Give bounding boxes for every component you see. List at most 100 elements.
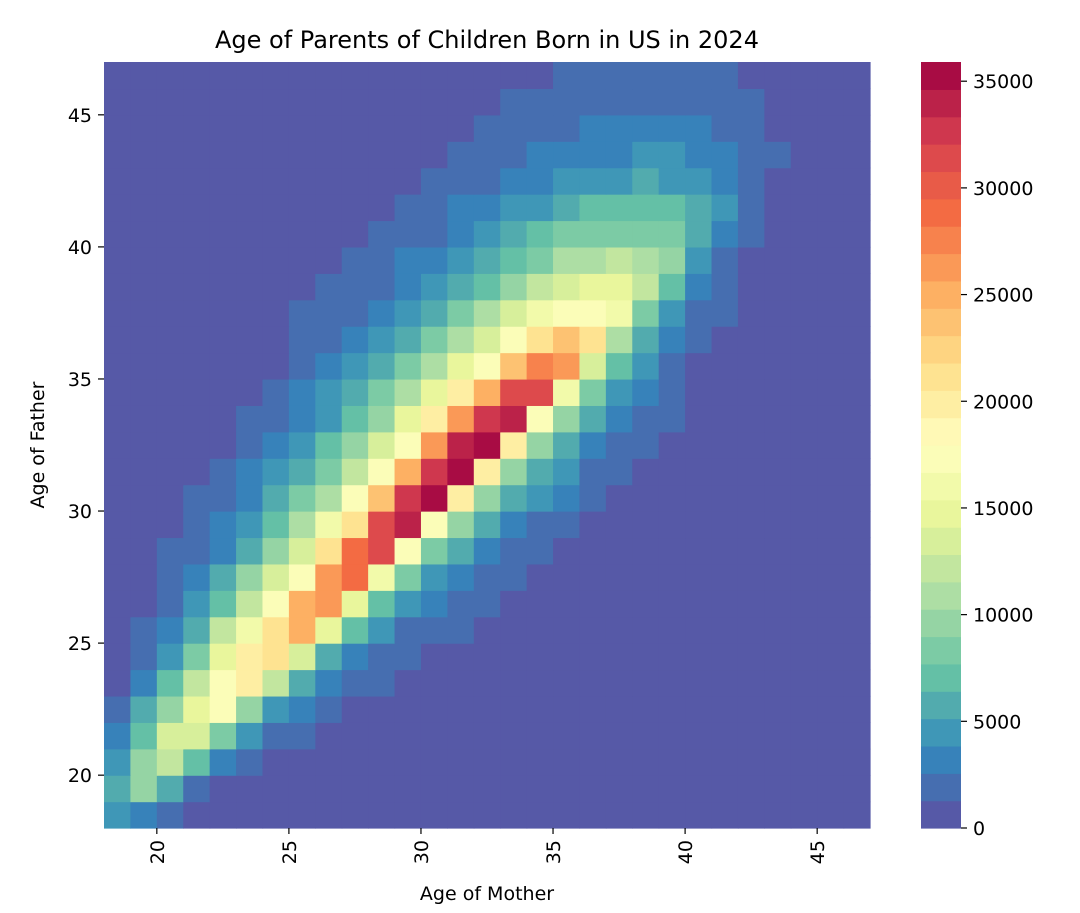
heatmap-cell: [447, 194, 475, 222]
heatmap-cell: [394, 511, 422, 539]
heatmap-cell: [737, 167, 765, 195]
heatmap-cell: [209, 484, 237, 512]
heatmap-cell: [553, 88, 581, 116]
heatmap-cell: [104, 563, 132, 591]
heatmap-cell: [685, 748, 713, 776]
heatmap-cell: [130, 616, 158, 644]
heatmap-cell: [817, 167, 845, 195]
heatmap-cell: [711, 616, 739, 644]
heatmap-cell: [130, 537, 158, 565]
colorbar-tick-label: 5000: [973, 711, 1021, 733]
heatmap-cell: [262, 722, 290, 750]
heatmap-cell: [104, 484, 132, 512]
colorbar-band: [921, 390, 961, 419]
heatmap-cell: [579, 590, 607, 618]
heatmap-cell: [737, 722, 765, 750]
heatmap-cell: [156, 378, 184, 406]
heatmap-cell: [420, 167, 448, 195]
heatmap-cell: [183, 484, 211, 512]
heatmap-cell: [420, 643, 448, 671]
heatmap-cell: [790, 114, 818, 142]
heatmap-cell: [632, 643, 660, 671]
heatmap-cell: [817, 405, 845, 433]
heatmap-cell: [553, 62, 581, 90]
heatmap-cell: [632, 62, 660, 90]
heatmap-cell: [579, 458, 607, 486]
heatmap-cell: [843, 722, 871, 750]
heatmap-cell: [605, 458, 633, 486]
heatmap-cell: [500, 326, 528, 354]
heatmap-cell: [183, 511, 211, 539]
heatmap-cell: [685, 695, 713, 723]
heatmap-cell: [209, 537, 237, 565]
heatmap-cell: [658, 537, 686, 565]
heatmap-cell: [183, 405, 211, 433]
colorbar-tick-label: 0: [973, 818, 985, 840]
heatmap-cell: [632, 722, 660, 750]
heatmap-cell: [685, 431, 713, 459]
heatmap-cell: [817, 326, 845, 354]
heatmap-cell: [420, 801, 448, 829]
heatmap-cell: [473, 643, 501, 671]
heatmap-cell: [209, 775, 237, 803]
heatmap-cell: [605, 590, 633, 618]
heatmap-cell: [341, 801, 369, 829]
heatmap-cell: [737, 299, 765, 327]
heatmap-cell: [843, 590, 871, 618]
heatmap-cell: [394, 352, 422, 380]
heatmap-cell: [315, 801, 343, 829]
heatmap-cell: [368, 431, 396, 459]
heatmap-cell: [526, 537, 554, 565]
heatmap-cell: [420, 246, 448, 274]
y-tick-label: 30: [68, 501, 92, 523]
heatmap-cell: [236, 220, 264, 248]
heatmap-cell: [711, 775, 739, 803]
heatmap-cell: [658, 62, 686, 90]
heatmap-cell: [553, 484, 581, 512]
colorbar-band: [921, 226, 961, 255]
heatmap-cell: [764, 669, 792, 697]
heatmap-cell: [685, 669, 713, 697]
heatmap-cell: [156, 669, 184, 697]
heatmap-cell: [579, 167, 607, 195]
heatmap-cell: [368, 484, 396, 512]
heatmap-cell: [262, 62, 290, 90]
heatmap-cell: [341, 537, 369, 565]
heatmap-cell: [183, 167, 211, 195]
heatmap-cell: [843, 511, 871, 539]
heatmap-cell: [447, 722, 475, 750]
heatmap-cell: [579, 616, 607, 644]
heatmap-cell: [209, 220, 237, 248]
heatmap-cell: [368, 590, 396, 618]
heatmap-cell: [156, 167, 184, 195]
heatmap-cell: [236, 643, 264, 671]
heatmap-cell: [130, 273, 158, 301]
heatmap-cell: [288, 246, 316, 274]
heatmap-cell: [632, 246, 660, 274]
heatmap-cell: [104, 511, 132, 539]
heatmap-cell: [632, 141, 660, 169]
heatmap-cell: [632, 511, 660, 539]
heatmap-cell: [394, 458, 422, 486]
heatmap-cell: [473, 590, 501, 618]
heatmap-cell: [394, 616, 422, 644]
heatmap-cell: [579, 537, 607, 565]
heatmap-cell: [104, 722, 132, 750]
heatmap-cell: [420, 775, 448, 803]
heatmap-cell: [605, 62, 633, 90]
heatmap-cell: [843, 669, 871, 697]
heatmap-cell: [447, 299, 475, 327]
heatmap-cell: [632, 299, 660, 327]
heatmap-cell: [817, 484, 845, 512]
heatmap-cell: [843, 88, 871, 116]
heatmap-cell: [632, 220, 660, 248]
heatmap-cell: [209, 722, 237, 750]
heatmap-cell: [790, 537, 818, 565]
heatmap-cell: [817, 748, 845, 776]
heatmap-cell: [262, 643, 290, 671]
heatmap-cell: [156, 405, 184, 433]
heatmap-cell: [711, 695, 739, 723]
heatmap-cell: [632, 484, 660, 512]
heatmap-cell: [790, 669, 818, 697]
heatmap-cell: [473, 88, 501, 116]
